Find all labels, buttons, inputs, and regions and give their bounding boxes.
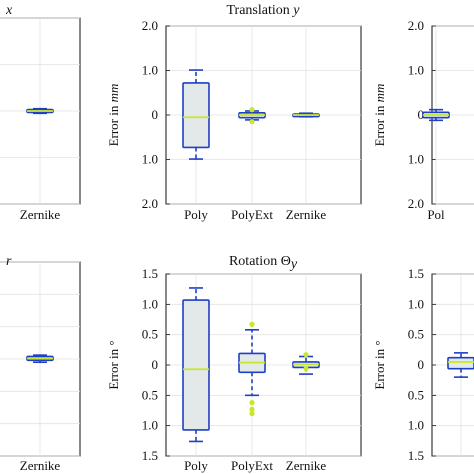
- y-tick-label: 0: [152, 107, 159, 122]
- outlier-point: [249, 321, 255, 327]
- chart-title: x: [5, 3, 13, 18]
- panel-right-bottom: 1.5 1.0 0.5 0 0.5 1.0 1.5 Error in °: [372, 266, 474, 463]
- panel-middle-bottom: 1.5 1.0 0.5 0 0.5 1.0 1.5 Poly PolyExt Zernike Err…: [106, 254, 362, 473]
- y-axis-label: Error in mm: [372, 84, 387, 147]
- x-tick-label: Poly: [184, 458, 208, 473]
- box-pol: [422, 108, 450, 122]
- y-tick-label: 0.5: [408, 327, 424, 342]
- y-tick-label: 2.0: [142, 196, 158, 211]
- y-axis-label: Error in mm: [106, 84, 121, 147]
- panel-left-bottom: Zernike r: [0, 254, 81, 473]
- y-tick-label: 0.5: [142, 387, 158, 402]
- y-tick-label: 0.5: [142, 327, 158, 342]
- panel-middle-top: 2.0 1.0 0 1.0 2.0 Poly PolyExt Zernike Error in …: [106, 3, 362, 222]
- y-tick-label: 1.5: [408, 448, 424, 463]
- y-axis-label-unit: mm: [372, 84, 387, 103]
- x-tick-label: Poly: [184, 207, 208, 222]
- box-series: [447, 352, 474, 378]
- y-tick-label: 2.0: [408, 18, 424, 33]
- y-tick-label: 1.5: [142, 448, 158, 463]
- x-tick-label: Zernike: [286, 207, 327, 222]
- y-tick-label: 0: [152, 357, 159, 372]
- x-tick-label: Pol: [427, 207, 445, 222]
- y-tick-label: 1.0: [408, 152, 424, 167]
- outlier-point: [249, 400, 255, 406]
- chart-title-var: y: [291, 3, 300, 18]
- outlier-point: [303, 352, 309, 358]
- box-poly: [182, 287, 210, 443]
- box-zernike: [292, 352, 320, 375]
- y-axis-label: Error in °: [106, 340, 121, 389]
- y-tick-label: 1.5: [408, 266, 424, 281]
- box-body: [182, 299, 210, 431]
- y-axis-label-text: Error in: [106, 105, 121, 146]
- y-axis-label-text: Error in °: [372, 340, 387, 389]
- y-axis-label-text: Error in: [372, 105, 387, 146]
- box-body: [447, 356, 474, 370]
- y-tick-label: 1.0: [408, 296, 424, 311]
- chart-title: r: [6, 254, 12, 269]
- box-zernike: [26, 107, 54, 115]
- y-tick-label: 1.0: [142, 418, 158, 433]
- y-axis-label-text: Error in °: [106, 340, 121, 389]
- y-tick-label: 2.0: [408, 196, 424, 211]
- x-tick-label: Zernike: [286, 458, 327, 473]
- y-tick-label: 0: [418, 357, 425, 372]
- y-tick-label: 1.0: [142, 296, 158, 311]
- y-tick-label: 0.5: [408, 387, 424, 402]
- y-tick-label: 1.0: [142, 63, 158, 78]
- panel-left-top: Zernike x: [0, 3, 81, 222]
- y-tick-label: 1.0: [408, 418, 424, 433]
- outlier-point: [249, 406, 255, 412]
- y-tick-label: 2.0: [142, 18, 158, 33]
- y-axis-label-unit: mm: [106, 84, 121, 103]
- outlier-point: [249, 107, 255, 113]
- x-tick-label: PolyExt: [231, 207, 273, 222]
- box-zernike: [292, 112, 320, 118]
- y-axis-label: Error in °: [372, 340, 387, 389]
- box-poly: [182, 69, 210, 160]
- x-tick-label: PolyExt: [231, 458, 273, 473]
- chart-title-main: Rotation Θ: [229, 254, 291, 269]
- outlier-point: [303, 366, 309, 372]
- x-tick-label: Zernike: [20, 207, 61, 222]
- box-body: [182, 82, 210, 149]
- outlier-point: [249, 119, 255, 125]
- chart-title-main: Translation: [227, 3, 290, 18]
- box-polyext: [238, 321, 266, 417]
- box-zernike: [26, 354, 54, 364]
- y-tick-label: 1.5: [142, 266, 158, 281]
- chart-title-var: y: [289, 257, 298, 272]
- box-polyext: [238, 107, 266, 125]
- outlier-point: [249, 410, 255, 417]
- chart-title: Rotation Θy: [229, 254, 298, 272]
- x-tick-label: Zernike: [20, 458, 61, 473]
- y-tick-label: 1.0: [142, 152, 158, 167]
- chart-title: Translation y: [227, 3, 301, 18]
- y-tick-label: 0: [418, 107, 425, 122]
- y-tick-label: 1.0: [408, 63, 424, 78]
